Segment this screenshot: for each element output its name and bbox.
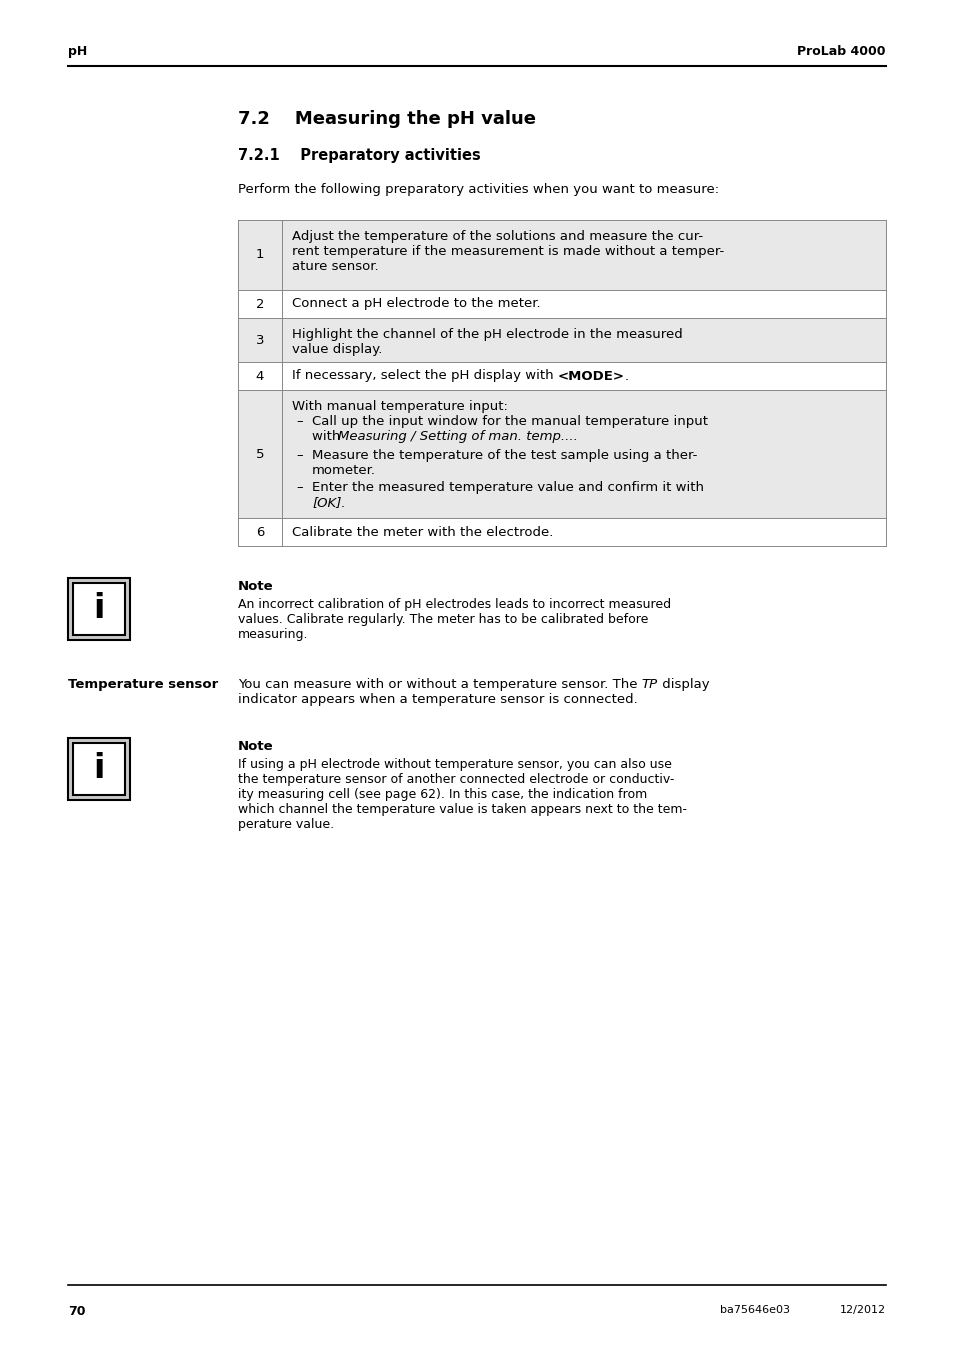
Text: value display.: value display. <box>292 343 382 357</box>
Text: 3: 3 <box>255 334 264 346</box>
Text: 5: 5 <box>255 447 264 461</box>
Text: 1: 1 <box>255 249 264 262</box>
Bar <box>237 220 885 290</box>
Bar <box>237 390 885 517</box>
Text: With manual temperature input:: With manual temperature input: <box>292 400 507 413</box>
Text: 70: 70 <box>68 1305 86 1319</box>
Text: ature sensor.: ature sensor. <box>292 259 378 273</box>
Text: Perform the following preparatory activities when you want to measure:: Perform the following preparatory activi… <box>237 182 719 196</box>
Text: Note: Note <box>237 740 274 753</box>
Text: 7.2    Measuring the pH value: 7.2 Measuring the pH value <box>237 109 536 128</box>
Text: You can measure with or without a temperature sensor. The: You can measure with or without a temper… <box>237 678 641 690</box>
Text: An incorrect calibration of pH electrodes leads to incorrect measured: An incorrect calibration of pH electrode… <box>237 598 670 611</box>
Text: 12/2012: 12/2012 <box>839 1305 885 1315</box>
Text: perature value.: perature value. <box>237 817 334 831</box>
Bar <box>68 578 130 640</box>
Text: mometer.: mometer. <box>312 463 375 477</box>
Text: Call up the input window for the manual temperature input: Call up the input window for the manual … <box>312 415 707 428</box>
Text: values. Calibrate regularly. The meter has to be calibrated before: values. Calibrate regularly. The meter h… <box>237 613 648 626</box>
Text: 6: 6 <box>255 526 264 539</box>
Text: [OK].: [OK]. <box>312 496 345 509</box>
Text: which channel the temperature value is taken appears next to the tem-: which channel the temperature value is t… <box>237 802 686 816</box>
Text: Calibrate the meter with the electrode.: Calibrate the meter with the electrode. <box>292 526 553 539</box>
Text: measuring.: measuring. <box>237 628 308 640</box>
Bar <box>68 738 130 800</box>
Text: indicator appears when a temperature sensor is connected.: indicator appears when a temperature sen… <box>237 693 638 707</box>
Text: the temperature sensor of another connected electrode or conductiv-: the temperature sensor of another connec… <box>237 773 674 786</box>
Text: <MODE>: <MODE> <box>558 370 624 382</box>
Text: ity measuring cell (see page 62). In this case, the indication from: ity measuring cell (see page 62). In thi… <box>237 788 646 801</box>
Text: display: display <box>658 678 709 690</box>
Text: pH: pH <box>68 45 87 58</box>
Text: Highlight the channel of the pH electrode in the measured: Highlight the channel of the pH electrod… <box>292 328 682 340</box>
Text: 2: 2 <box>255 297 264 311</box>
Bar <box>73 584 125 635</box>
Text: 7.2.1    Preparatory activities: 7.2.1 Preparatory activities <box>237 149 480 163</box>
Text: If necessary, select the pH display with: If necessary, select the pH display with <box>292 370 558 382</box>
Text: Adjust the temperature of the solutions and measure the cur-: Adjust the temperature of the solutions … <box>292 230 702 243</box>
Text: Measure the temperature of the test sample using a ther-: Measure the temperature of the test samp… <box>312 449 697 462</box>
Bar <box>237 317 885 362</box>
Text: 4: 4 <box>255 370 264 382</box>
Text: .: . <box>624 370 628 382</box>
Text: i: i <box>93 593 105 626</box>
Text: Enter the measured temperature value and confirm it with: Enter the measured temperature value and… <box>312 481 703 494</box>
Text: –: – <box>295 449 302 462</box>
Text: i: i <box>93 753 105 785</box>
Text: TP: TP <box>641 678 658 690</box>
Text: ba75646e03: ba75646e03 <box>720 1305 789 1315</box>
Text: Temperature sensor: Temperature sensor <box>68 678 218 690</box>
Text: –: – <box>295 481 302 494</box>
Text: If using a pH electrode without temperature sensor, you can also use: If using a pH electrode without temperat… <box>237 758 671 771</box>
Text: –: – <box>295 415 302 428</box>
Text: ProLab 4000: ProLab 4000 <box>797 45 885 58</box>
Text: with: with <box>312 430 344 443</box>
Text: Measuring / Setting of man. temp....: Measuring / Setting of man. temp.... <box>337 430 578 443</box>
Text: Note: Note <box>237 580 274 593</box>
Text: rent temperature if the measurement is made without a temper-: rent temperature if the measurement is m… <box>292 245 723 258</box>
Text: Connect a pH electrode to the meter.: Connect a pH electrode to the meter. <box>292 297 540 311</box>
Bar <box>73 743 125 794</box>
